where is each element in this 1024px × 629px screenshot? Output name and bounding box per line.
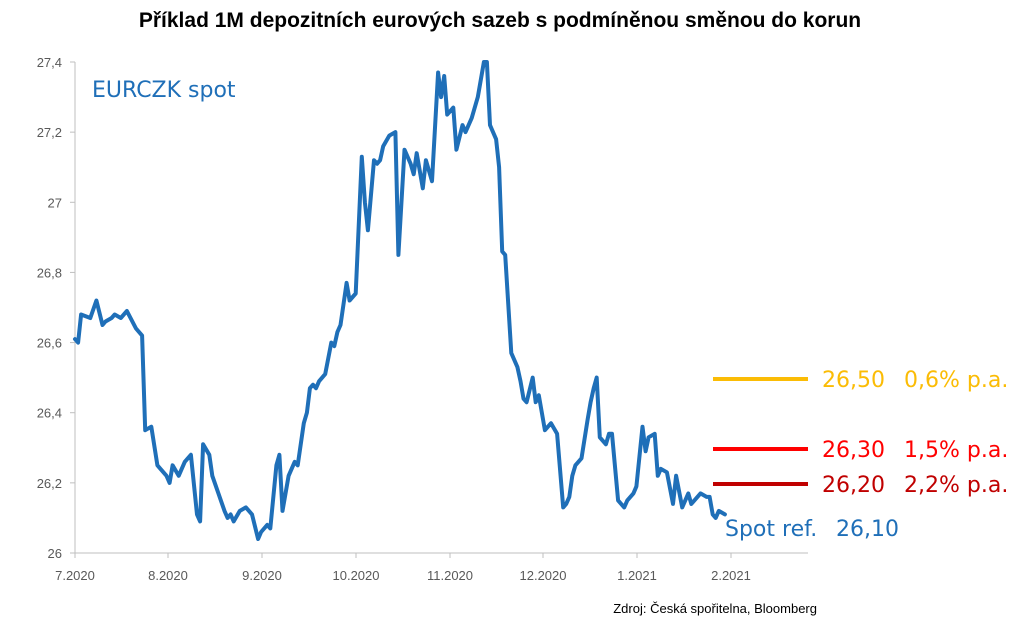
tick-labels: 26 26,2 26,4 26,6 26,8 27 27,2 27,4 7.2020 8.2020… [37, 55, 751, 583]
source-note: Zdroj: Česká spořitelna, Bloomberg [613, 601, 817, 616]
chart-title: Příklad 1M depozitních eurových sazeb s … [139, 9, 861, 32]
level-rate-label: 26,50 [822, 368, 885, 393]
series-line [73, 60, 727, 541]
y-tick-label: 26 [48, 546, 62, 561]
x-tick-label: 1.2021 [617, 568, 657, 583]
spot-ref-value: 26,10 [836, 517, 899, 542]
x-tick-label: 8.2020 [148, 568, 188, 583]
level-pa-label: 1,5% p.a. [904, 438, 1008, 463]
series-label: EURCZK spot [92, 78, 236, 103]
annotations: EURCZK spot 26,50 0,6% p.a. 26,30 1,5% p.a. 2… [92, 78, 1008, 542]
x-tick-label: 9.2020 [242, 568, 282, 583]
x-tick-label: 12.2020 [520, 568, 567, 583]
x-tick-label: 7.2020 [55, 568, 95, 583]
y-tick-label: 27,2 [37, 125, 62, 140]
level-rate-label: 26,20 [822, 473, 885, 498]
y-tick-label: 26,4 [37, 406, 62, 421]
level-pa-label: 0,6% p.a. [904, 368, 1008, 393]
spot-ref-label: Spot ref. [725, 517, 817, 542]
level-pa-label: 2,2% p.a. [904, 473, 1008, 498]
x-tick-label: 2.2021 [711, 568, 751, 583]
chart-axes [70, 61, 808, 558]
y-tick-label: 27 [48, 195, 62, 210]
y-tick-label: 26,6 [37, 336, 62, 351]
y-tick-label: 26,2 [37, 476, 62, 491]
y-tick-label: 26,8 [37, 265, 62, 280]
x-tick-label: 10.2020 [333, 568, 380, 583]
chart-series [73, 60, 727, 541]
level-rate-label: 26,30 [822, 438, 885, 463]
y-tick-label: 27,4 [37, 55, 62, 70]
x-tick-label: 11.2020 [427, 568, 473, 583]
